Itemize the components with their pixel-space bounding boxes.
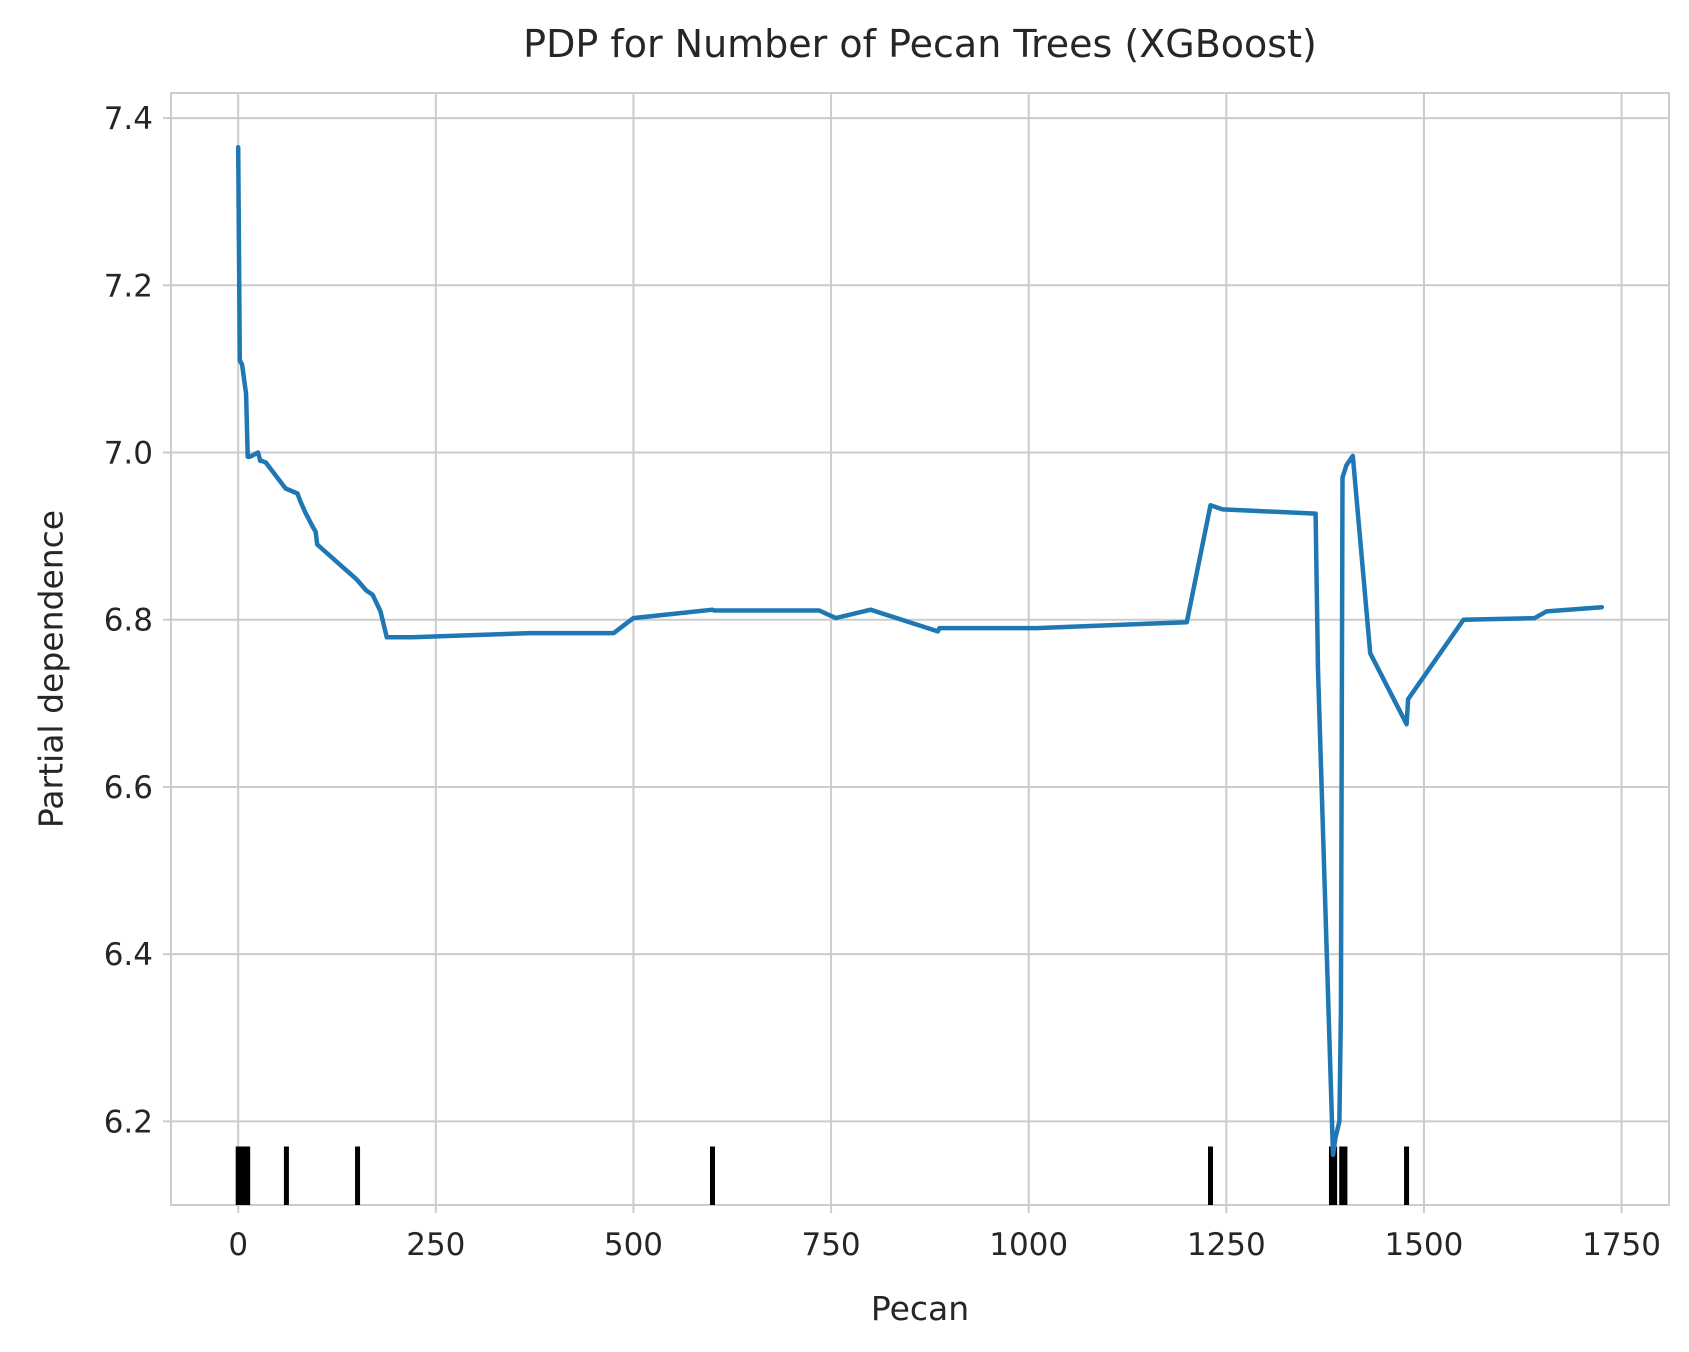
x-axis-label: Pecan [870, 1289, 970, 1328]
plot-frame [170, 92, 1670, 1206]
y-tick-label: 7.4 [104, 101, 153, 137]
y-tick-label: 6.2 [104, 1104, 153, 1140]
x-tick-label: 1000 [989, 1227, 1068, 1263]
pdp-line [235, 145, 1605, 1158]
x-tick-label: 1250 [1187, 1227, 1266, 1263]
y-tick-label: 6.4 [104, 937, 153, 973]
y-tick-label: 7.2 [104, 268, 153, 304]
x-tick-label: 1500 [1384, 1227, 1463, 1263]
x-tick-label: 250 [406, 1227, 465, 1263]
y-tick-label: 7.0 [104, 436, 153, 472]
y-axis-label: Partial dependence [31, 509, 71, 829]
x-tick-label: 500 [604, 1227, 663, 1263]
x-tick-label: 1750 [1582, 1227, 1661, 1263]
y-tick-label: 6.8 [104, 603, 153, 639]
x-tick-label: 750 [801, 1227, 860, 1263]
y-tick-label: 6.6 [104, 770, 153, 806]
chart-title: PDP for Number of Pecan Trees (XGBoost) [523, 22, 1317, 66]
x-tick-label: 0 [228, 1227, 248, 1263]
